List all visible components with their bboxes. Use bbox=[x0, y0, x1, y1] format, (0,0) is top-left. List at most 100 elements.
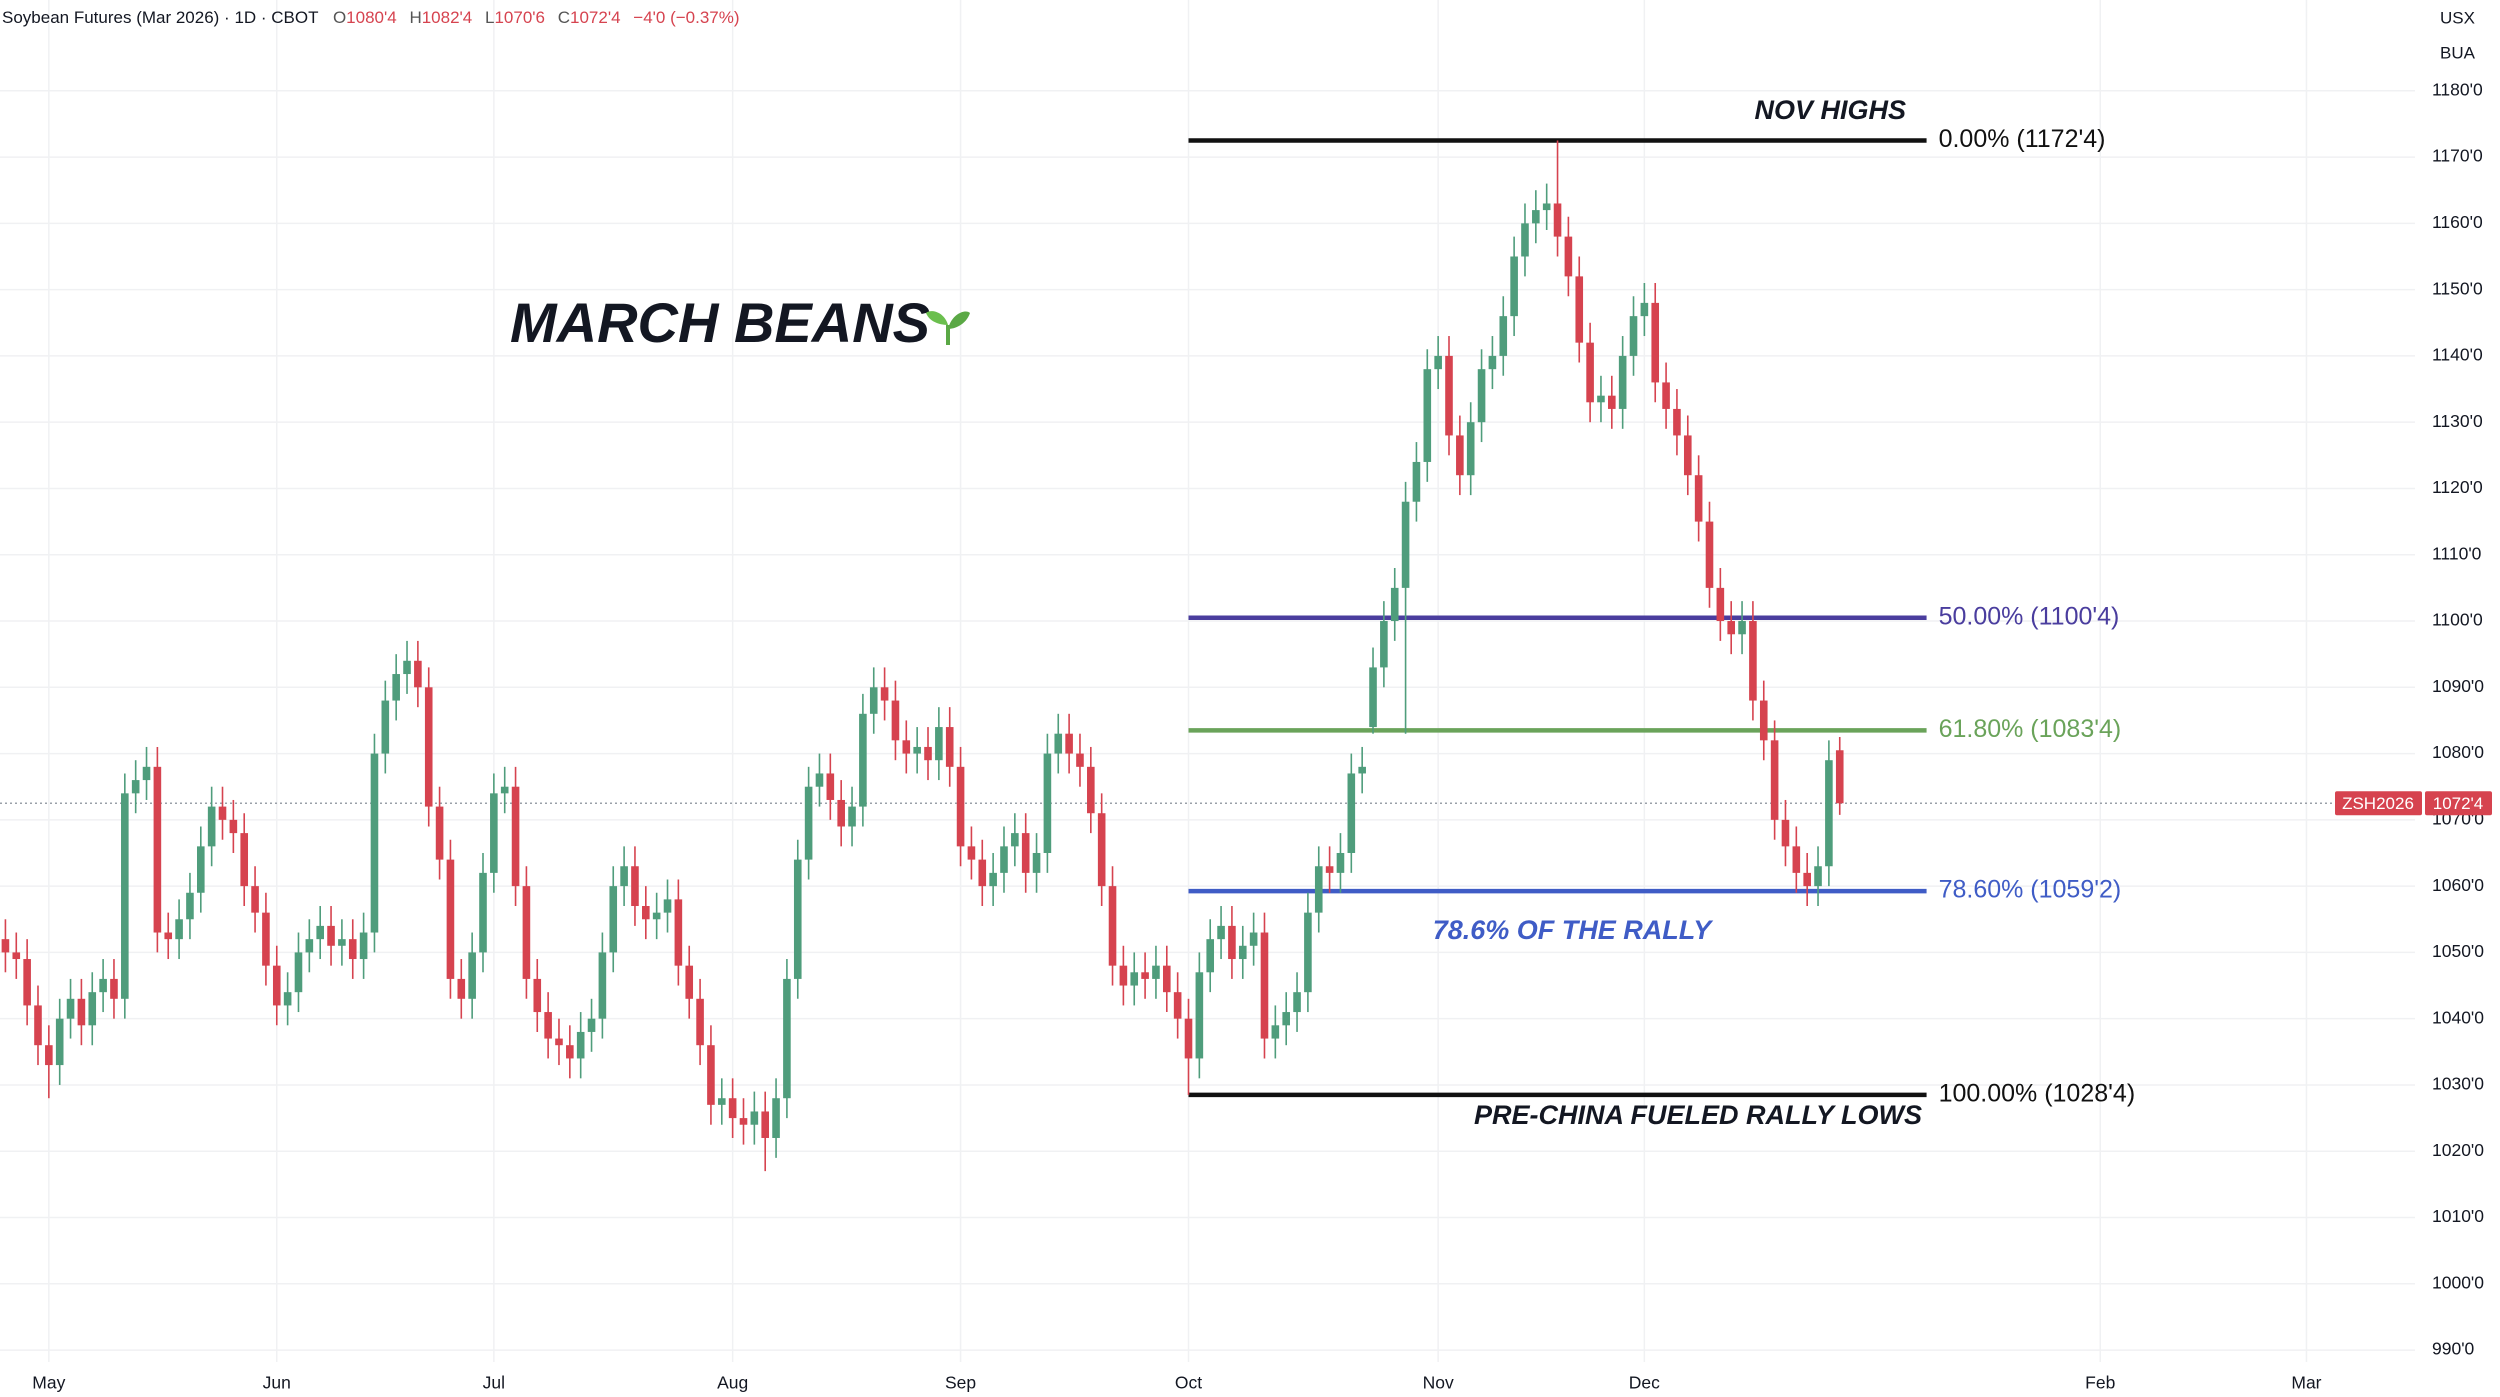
annotation: 78.6% OF THE RALLY bbox=[1433, 915, 1715, 945]
candle-body bbox=[1021, 833, 1030, 873]
candle-body bbox=[1011, 833, 1019, 847]
candle-body bbox=[1575, 276, 1584, 343]
candle-body bbox=[859, 713, 867, 807]
price-tag-symbol: ZSH2026 bbox=[2342, 794, 2414, 813]
y-tick-label: 1130'0 bbox=[2432, 411, 2483, 431]
candle-body bbox=[1466, 422, 1475, 476]
candle-body bbox=[1293, 992, 1301, 1013]
candle-body bbox=[12, 952, 21, 960]
y-tick-label: 1140'0 bbox=[2432, 345, 2483, 365]
candle-body bbox=[55, 1018, 64, 1066]
candle-body bbox=[555, 1038, 563, 1046]
candle-body bbox=[1054, 733, 1063, 754]
candle-body bbox=[327, 925, 335, 946]
candle-body bbox=[1097, 813, 1106, 887]
unit-label: BUA bbox=[2440, 43, 2476, 62]
candle-body bbox=[533, 978, 542, 1013]
candle-body bbox=[544, 1012, 552, 1039]
annotation: PRE-CHINA FUELED RALLY LOWS bbox=[1474, 1100, 1922, 1130]
candle-body bbox=[1152, 965, 1160, 979]
candle-body bbox=[1445, 355, 1453, 436]
candle-body bbox=[663, 899, 672, 913]
candle-body bbox=[414, 660, 422, 688]
candle-body bbox=[1651, 302, 1660, 383]
y-tick-label: 1010'0 bbox=[2432, 1206, 2484, 1226]
candle-body bbox=[1759, 700, 1768, 741]
candle-body bbox=[1076, 753, 1084, 767]
candle-body bbox=[598, 952, 607, 1019]
annotation: NOV HIGHS bbox=[1754, 95, 1906, 125]
candle-body bbox=[1586, 342, 1594, 403]
candle-body bbox=[403, 660, 411, 675]
candle-body bbox=[1683, 435, 1692, 476]
candle-body bbox=[424, 687, 433, 807]
candle-body bbox=[500, 786, 509, 794]
candle-body bbox=[142, 766, 151, 781]
header-value: 1070'6 bbox=[494, 8, 545, 27]
candle-body bbox=[381, 700, 390, 754]
candle-body bbox=[229, 819, 238, 834]
fib-level-label: 61.80% (1083'4) bbox=[1939, 715, 2122, 743]
candle-body bbox=[1618, 355, 1627, 409]
x-tick-label: Jun bbox=[263, 1373, 291, 1393]
candle-body bbox=[945, 727, 954, 767]
candle-body bbox=[902, 740, 911, 754]
candle-body bbox=[1282, 1012, 1290, 1026]
header-value: 1082'4 bbox=[422, 8, 473, 27]
y-tick-label: 1040'0 bbox=[2432, 1007, 2484, 1027]
fib-level-label: 78.60% (1059'2) bbox=[1939, 876, 2122, 904]
grid bbox=[0, 0, 2415, 1362]
candle-body bbox=[164, 932, 173, 940]
candle-body bbox=[1217, 925, 1225, 940]
candle-body bbox=[924, 746, 932, 761]
y-tick-label: 1060'0 bbox=[2432, 875, 2484, 895]
y-tick-label: 1180'0 bbox=[2432, 79, 2483, 99]
y-tick-label: 1120'0 bbox=[2432, 477, 2483, 497]
candle-body bbox=[1781, 819, 1790, 847]
candle-body bbox=[1521, 223, 1529, 257]
x-tick-label: Mar bbox=[2291, 1373, 2321, 1393]
fib-level-label: 100.00% (1028'4) bbox=[1939, 1080, 2136, 1108]
candle-body bbox=[1597, 395, 1605, 403]
candle-body bbox=[1542, 203, 1551, 211]
candle-body bbox=[1738, 621, 1746, 635]
candle-body bbox=[511, 786, 520, 887]
candle-body bbox=[1314, 866, 1323, 913]
candle-body bbox=[1087, 766, 1095, 814]
y-tick-label: 1160'0 bbox=[2432, 212, 2483, 232]
candle-body bbox=[1792, 846, 1801, 873]
candle-body bbox=[1390, 587, 1399, 622]
candle-body bbox=[218, 806, 227, 820]
y-tick-label: 990'0 bbox=[2432, 1339, 2475, 1359]
candle-body bbox=[880, 687, 889, 701]
candle-body bbox=[1401, 501, 1410, 588]
candle-body bbox=[609, 886, 618, 953]
candle-body bbox=[631, 866, 639, 907]
candle-body bbox=[815, 773, 824, 787]
price-tag bbox=[2335, 791, 2422, 816]
candle-body bbox=[1380, 621, 1388, 668]
header-value: 1072'4 bbox=[570, 8, 621, 27]
candle-body bbox=[587, 1018, 596, 1032]
candle-body bbox=[750, 1111, 759, 1125]
x-tick-label: May bbox=[32, 1373, 65, 1393]
candle-body bbox=[1553, 203, 1562, 237]
candle-body bbox=[1, 939, 10, 953]
candle-body bbox=[967, 846, 976, 860]
candle-body bbox=[1510, 256, 1518, 317]
price-tag bbox=[2425, 791, 2492, 816]
candle-body bbox=[848, 806, 856, 827]
candle-body bbox=[294, 952, 303, 993]
candle-body bbox=[1065, 733, 1073, 754]
candle-body bbox=[262, 912, 270, 966]
candle-body bbox=[121, 793, 129, 999]
candle-body bbox=[1499, 316, 1508, 356]
y-tick-label: 1110'0 bbox=[2432, 543, 2482, 563]
candle-body bbox=[1043, 753, 1052, 853]
candle-body bbox=[1369, 667, 1377, 728]
candle-body bbox=[1673, 408, 1681, 436]
candle-body bbox=[1835, 750, 1844, 804]
candle-body bbox=[522, 886, 531, 979]
candle-body bbox=[652, 912, 661, 920]
